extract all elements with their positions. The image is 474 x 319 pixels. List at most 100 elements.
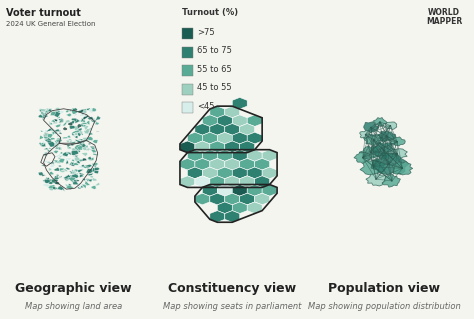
Polygon shape <box>52 162 54 164</box>
Polygon shape <box>46 128 55 131</box>
Text: >75: >75 <box>197 28 214 37</box>
Polygon shape <box>73 136 76 137</box>
Polygon shape <box>44 153 47 156</box>
Polygon shape <box>73 181 79 185</box>
Polygon shape <box>46 130 48 133</box>
Polygon shape <box>82 179 86 181</box>
Polygon shape <box>58 130 61 132</box>
Polygon shape <box>44 139 52 142</box>
Polygon shape <box>55 153 61 158</box>
Polygon shape <box>366 173 386 186</box>
Polygon shape <box>52 111 61 118</box>
Polygon shape <box>58 165 62 167</box>
Polygon shape <box>77 128 82 131</box>
Polygon shape <box>93 149 97 151</box>
Polygon shape <box>39 109 46 112</box>
Polygon shape <box>56 110 60 113</box>
Polygon shape <box>78 150 81 152</box>
Polygon shape <box>63 137 68 139</box>
Polygon shape <box>195 193 210 205</box>
Text: Map showing population distribution: Map showing population distribution <box>308 302 460 311</box>
Polygon shape <box>91 119 96 121</box>
Polygon shape <box>65 120 71 123</box>
Polygon shape <box>55 144 59 149</box>
Polygon shape <box>59 132 62 134</box>
Polygon shape <box>65 183 70 187</box>
Polygon shape <box>240 141 255 152</box>
Polygon shape <box>54 141 58 143</box>
Polygon shape <box>262 184 277 196</box>
Polygon shape <box>60 152 63 154</box>
Polygon shape <box>58 123 62 126</box>
Polygon shape <box>47 161 55 165</box>
Polygon shape <box>225 159 240 170</box>
Polygon shape <box>49 141 54 143</box>
Text: WORLD
MAPPER: WORLD MAPPER <box>426 8 462 26</box>
Polygon shape <box>72 148 76 151</box>
Polygon shape <box>385 122 397 130</box>
Polygon shape <box>59 110 65 115</box>
Polygon shape <box>39 135 44 139</box>
Polygon shape <box>372 143 397 160</box>
Polygon shape <box>88 108 95 112</box>
Polygon shape <box>93 165 97 167</box>
FancyBboxPatch shape <box>182 28 193 39</box>
Polygon shape <box>87 173 93 176</box>
Polygon shape <box>85 145 88 148</box>
Polygon shape <box>210 141 225 152</box>
Polygon shape <box>64 176 72 180</box>
Polygon shape <box>43 134 49 139</box>
Polygon shape <box>91 185 97 189</box>
Polygon shape <box>232 150 247 161</box>
Polygon shape <box>65 110 70 113</box>
Polygon shape <box>364 134 383 146</box>
Polygon shape <box>80 142 83 144</box>
Polygon shape <box>93 180 97 181</box>
Polygon shape <box>76 160 80 164</box>
Text: <45: <45 <box>197 102 214 111</box>
Polygon shape <box>76 173 79 175</box>
Text: 55 to 65: 55 to 65 <box>197 65 231 74</box>
Polygon shape <box>360 130 371 139</box>
Polygon shape <box>66 144 71 148</box>
Polygon shape <box>74 145 81 150</box>
Polygon shape <box>50 164 56 168</box>
Polygon shape <box>55 146 62 150</box>
Polygon shape <box>202 150 217 161</box>
Polygon shape <box>87 179 89 182</box>
Polygon shape <box>247 167 262 179</box>
Polygon shape <box>81 152 88 156</box>
Polygon shape <box>202 115 217 126</box>
Polygon shape <box>41 143 46 147</box>
Polygon shape <box>93 122 96 123</box>
Polygon shape <box>85 164 92 168</box>
Polygon shape <box>217 184 232 196</box>
Polygon shape <box>387 149 407 161</box>
Polygon shape <box>90 146 95 150</box>
Polygon shape <box>67 152 72 155</box>
Text: Voter turnout: Voter turnout <box>6 8 81 18</box>
Polygon shape <box>73 156 75 158</box>
Polygon shape <box>67 147 72 149</box>
Polygon shape <box>187 167 202 179</box>
Polygon shape <box>195 141 210 152</box>
Polygon shape <box>262 150 277 161</box>
Polygon shape <box>69 125 76 129</box>
Polygon shape <box>45 110 48 113</box>
Polygon shape <box>71 120 74 124</box>
Polygon shape <box>52 187 56 190</box>
Polygon shape <box>74 155 79 157</box>
Polygon shape <box>91 149 96 153</box>
Polygon shape <box>217 132 232 144</box>
Text: Constituency view: Constituency view <box>168 282 296 295</box>
Polygon shape <box>225 123 240 135</box>
Polygon shape <box>232 167 247 179</box>
Polygon shape <box>210 123 225 135</box>
Polygon shape <box>72 133 75 136</box>
Polygon shape <box>71 126 79 129</box>
Polygon shape <box>225 106 240 118</box>
Polygon shape <box>50 138 55 140</box>
Polygon shape <box>59 148 62 150</box>
Polygon shape <box>247 150 262 161</box>
Polygon shape <box>67 149 71 150</box>
